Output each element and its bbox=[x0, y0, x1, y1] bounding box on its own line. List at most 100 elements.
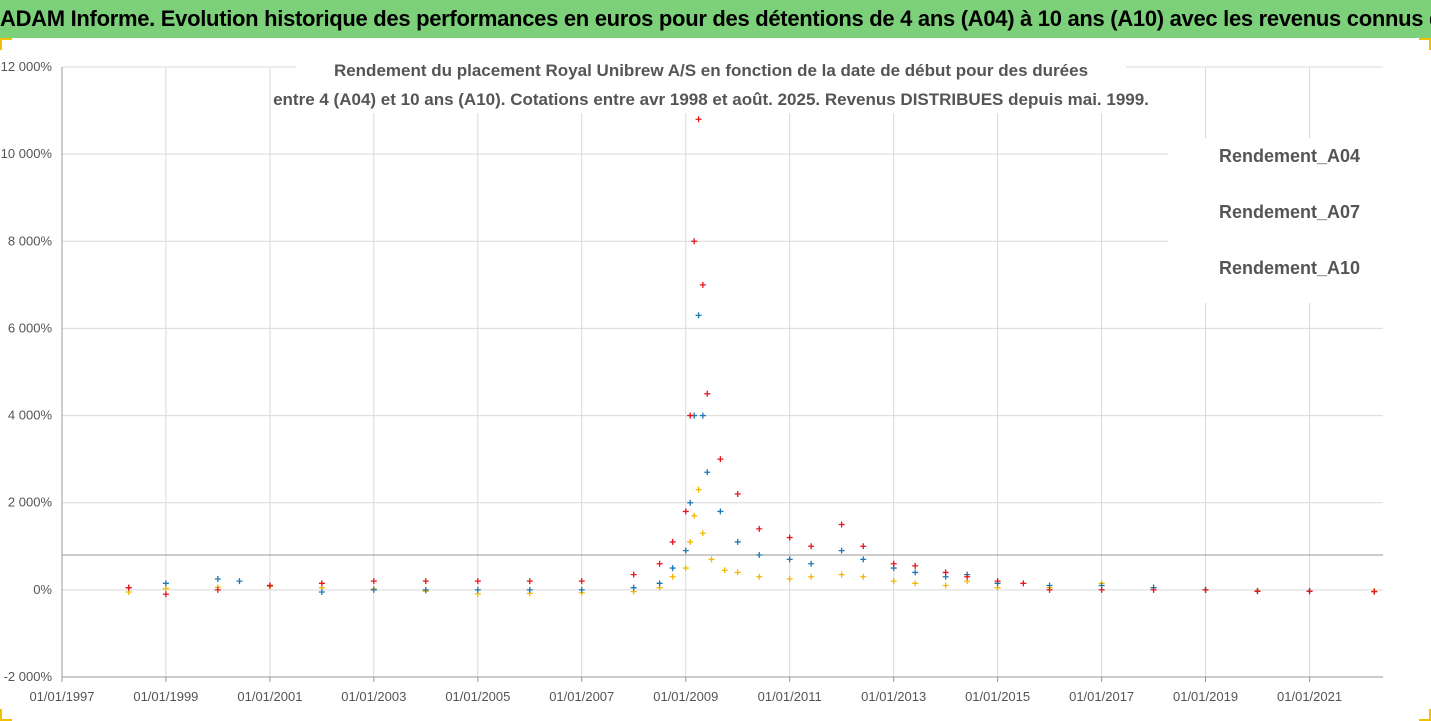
data-point-rendement-a10 bbox=[125, 584, 132, 591]
data-point-rendement-a04 bbox=[669, 573, 676, 580]
data-point-rendement-a10 bbox=[1254, 588, 1261, 595]
data-point-rendement-a07 bbox=[756, 552, 763, 558]
frame-corner bbox=[1419, 38, 1431, 50]
data-point-rendement-a04 bbox=[786, 575, 793, 582]
data-point-rendement-a10 bbox=[1306, 588, 1313, 595]
data-point-rendement-a10 bbox=[1150, 586, 1157, 593]
data-point-rendement-a04 bbox=[162, 585, 169, 592]
x-tick-label: 01/01/2007 bbox=[549, 689, 614, 704]
data-point-rendement-a10 bbox=[214, 586, 221, 593]
data-point-rendement-a10 bbox=[526, 578, 533, 585]
data-point-rendement-a07 bbox=[682, 547, 689, 554]
data-point-rendement-a07 bbox=[214, 575, 221, 582]
data-point-rendement-a07 bbox=[526, 586, 533, 593]
data-point-rendement-a07 bbox=[860, 556, 867, 563]
x-tick-label: 01/01/2015 bbox=[965, 689, 1030, 704]
data-point-rendement-a04 bbox=[860, 573, 867, 580]
data-point-rendement-a07 bbox=[808, 560, 815, 567]
data-point-rendement-a07 bbox=[236, 578, 243, 585]
y-tick-label: 2 000% bbox=[8, 495, 53, 510]
legend-label: Rendement_A07 bbox=[1219, 202, 1360, 222]
data-point-rendement-a07 bbox=[578, 586, 585, 593]
frame-corner bbox=[0, 38, 12, 50]
data-point-rendement-a10 bbox=[687, 412, 694, 419]
data-point-rendement-a04 bbox=[756, 573, 763, 580]
data-point-rendement-a10 bbox=[704, 390, 711, 397]
banner-title: ADAM Informe. Evolution historique des p… bbox=[0, 0, 1431, 38]
title-background bbox=[296, 55, 1126, 113]
x-tick-label: 01/01/2005 bbox=[445, 689, 510, 704]
data-point-rendement-a10 bbox=[1371, 588, 1378, 595]
data-point-rendement-a04 bbox=[912, 580, 919, 587]
data-point-rendement-a07 bbox=[786, 556, 793, 563]
scatter-chart: -2 000% 0% 2 000% 4 000% 6 000% 8 000% 10 000%… bbox=[1, 55, 1383, 704]
data-point-rendement-a10 bbox=[756, 525, 763, 532]
data-point-rendement-a07 bbox=[695, 312, 702, 319]
data-point-rendement-a10 bbox=[1202, 586, 1209, 593]
chart-frame: -2 000% 0% 2 000% 4 000% 6 000% 8 000% 10 000%… bbox=[0, 38, 1431, 721]
legend-box bbox=[1168, 138, 1383, 303]
data-point-rendement-a10 bbox=[474, 578, 481, 585]
y-tick-label: -2 000% bbox=[4, 669, 53, 684]
x-tick-label: 01/01/2021 bbox=[1277, 689, 1342, 704]
x-tick-label: 01/01/2017 bbox=[1069, 689, 1134, 704]
data-point-rendement-a10 bbox=[786, 534, 793, 541]
data-point-rendement-a10 bbox=[1098, 586, 1105, 593]
x-tick-label: 01/01/1997 bbox=[29, 689, 94, 704]
data-point-rendement-a07 bbox=[838, 547, 845, 554]
chart-title-line2: entre 4 (A04) et 10 ans (A10). Cotations… bbox=[273, 90, 1149, 109]
data-point-rendement-a10 bbox=[1046, 586, 1053, 593]
x-tick-label: 01/01/1999 bbox=[133, 689, 198, 704]
data-point-rendement-a10 bbox=[838, 521, 845, 528]
y-tick-label: 8 000% bbox=[8, 233, 53, 248]
data-point-rendement-a10 bbox=[422, 578, 429, 585]
data-point-rendement-a10 bbox=[682, 508, 689, 515]
legend-label: Rendement_A10 bbox=[1219, 258, 1360, 278]
data-point-rendement-a10 bbox=[912, 562, 919, 569]
data-point-rendement-a07 bbox=[717, 508, 724, 515]
data-point-rendement-a10 bbox=[266, 582, 273, 589]
x-tick-label: 01/01/2009 bbox=[653, 689, 718, 704]
data-point-rendement-a10 bbox=[695, 116, 702, 123]
legend: Rendement_A04 Rendement_A07 Rendement_A10 bbox=[1168, 138, 1383, 303]
data-point-rendement-a10 bbox=[669, 538, 676, 545]
data-point-rendement-a10 bbox=[964, 573, 971, 580]
data-point-rendement-a10 bbox=[860, 543, 867, 550]
frame-corner bbox=[1419, 709, 1431, 721]
grid bbox=[61, 66, 1383, 678]
chart-title-line1: Rendement du placement Royal Unibrew A/S… bbox=[334, 61, 1088, 80]
data-point-rendement-a04 bbox=[699, 530, 706, 537]
data-point-rendement-a10 bbox=[734, 491, 741, 497]
data-point-rendement-a10 bbox=[890, 560, 897, 567]
data-point-rendement-a10 bbox=[318, 580, 325, 587]
data-points bbox=[125, 116, 1378, 598]
data-point-rendement-a04 bbox=[808, 573, 815, 580]
y-tick-label: 12 000% bbox=[1, 59, 53, 74]
data-point-rendement-a10 bbox=[162, 591, 169, 598]
data-point-rendement-a10 bbox=[630, 571, 637, 578]
axes: -2 000% 0% 2 000% 4 000% 6 000% 8 000% 10 000%… bbox=[1, 59, 1383, 704]
data-point-rendement-a07 bbox=[656, 580, 663, 587]
data-point-rendement-a07 bbox=[687, 499, 694, 506]
data-point-rendement-a10 bbox=[370, 578, 377, 585]
data-point-rendement-a07 bbox=[422, 586, 429, 593]
data-point-rendement-a10 bbox=[942, 569, 949, 576]
data-point-rendement-a07 bbox=[162, 580, 169, 587]
x-tick-label: 01/01/2013 bbox=[861, 689, 926, 704]
data-point-rendement-a04 bbox=[890, 578, 897, 585]
data-point-rendement-a10 bbox=[994, 578, 1001, 585]
y-tick-label: 4 000% bbox=[8, 408, 53, 423]
data-point-rendement-a07 bbox=[318, 589, 325, 596]
data-point-rendement-a10 bbox=[578, 578, 585, 585]
data-point-rendement-a07 bbox=[734, 538, 741, 545]
data-point-rendement-a07 bbox=[669, 565, 676, 572]
data-point-rendement-a07 bbox=[630, 584, 637, 591]
data-point-rendement-a10 bbox=[656, 560, 663, 567]
data-point-rendement-a04 bbox=[942, 582, 949, 589]
x-tick-label: 01/01/2003 bbox=[341, 689, 406, 704]
data-point-rendement-a04 bbox=[721, 567, 728, 574]
x-tick-label: 01/01/2019 bbox=[1173, 689, 1238, 704]
data-point-rendement-a07 bbox=[474, 586, 481, 593]
data-point-rendement-a07 bbox=[699, 412, 706, 419]
data-point-rendement-a10 bbox=[1020, 580, 1027, 587]
